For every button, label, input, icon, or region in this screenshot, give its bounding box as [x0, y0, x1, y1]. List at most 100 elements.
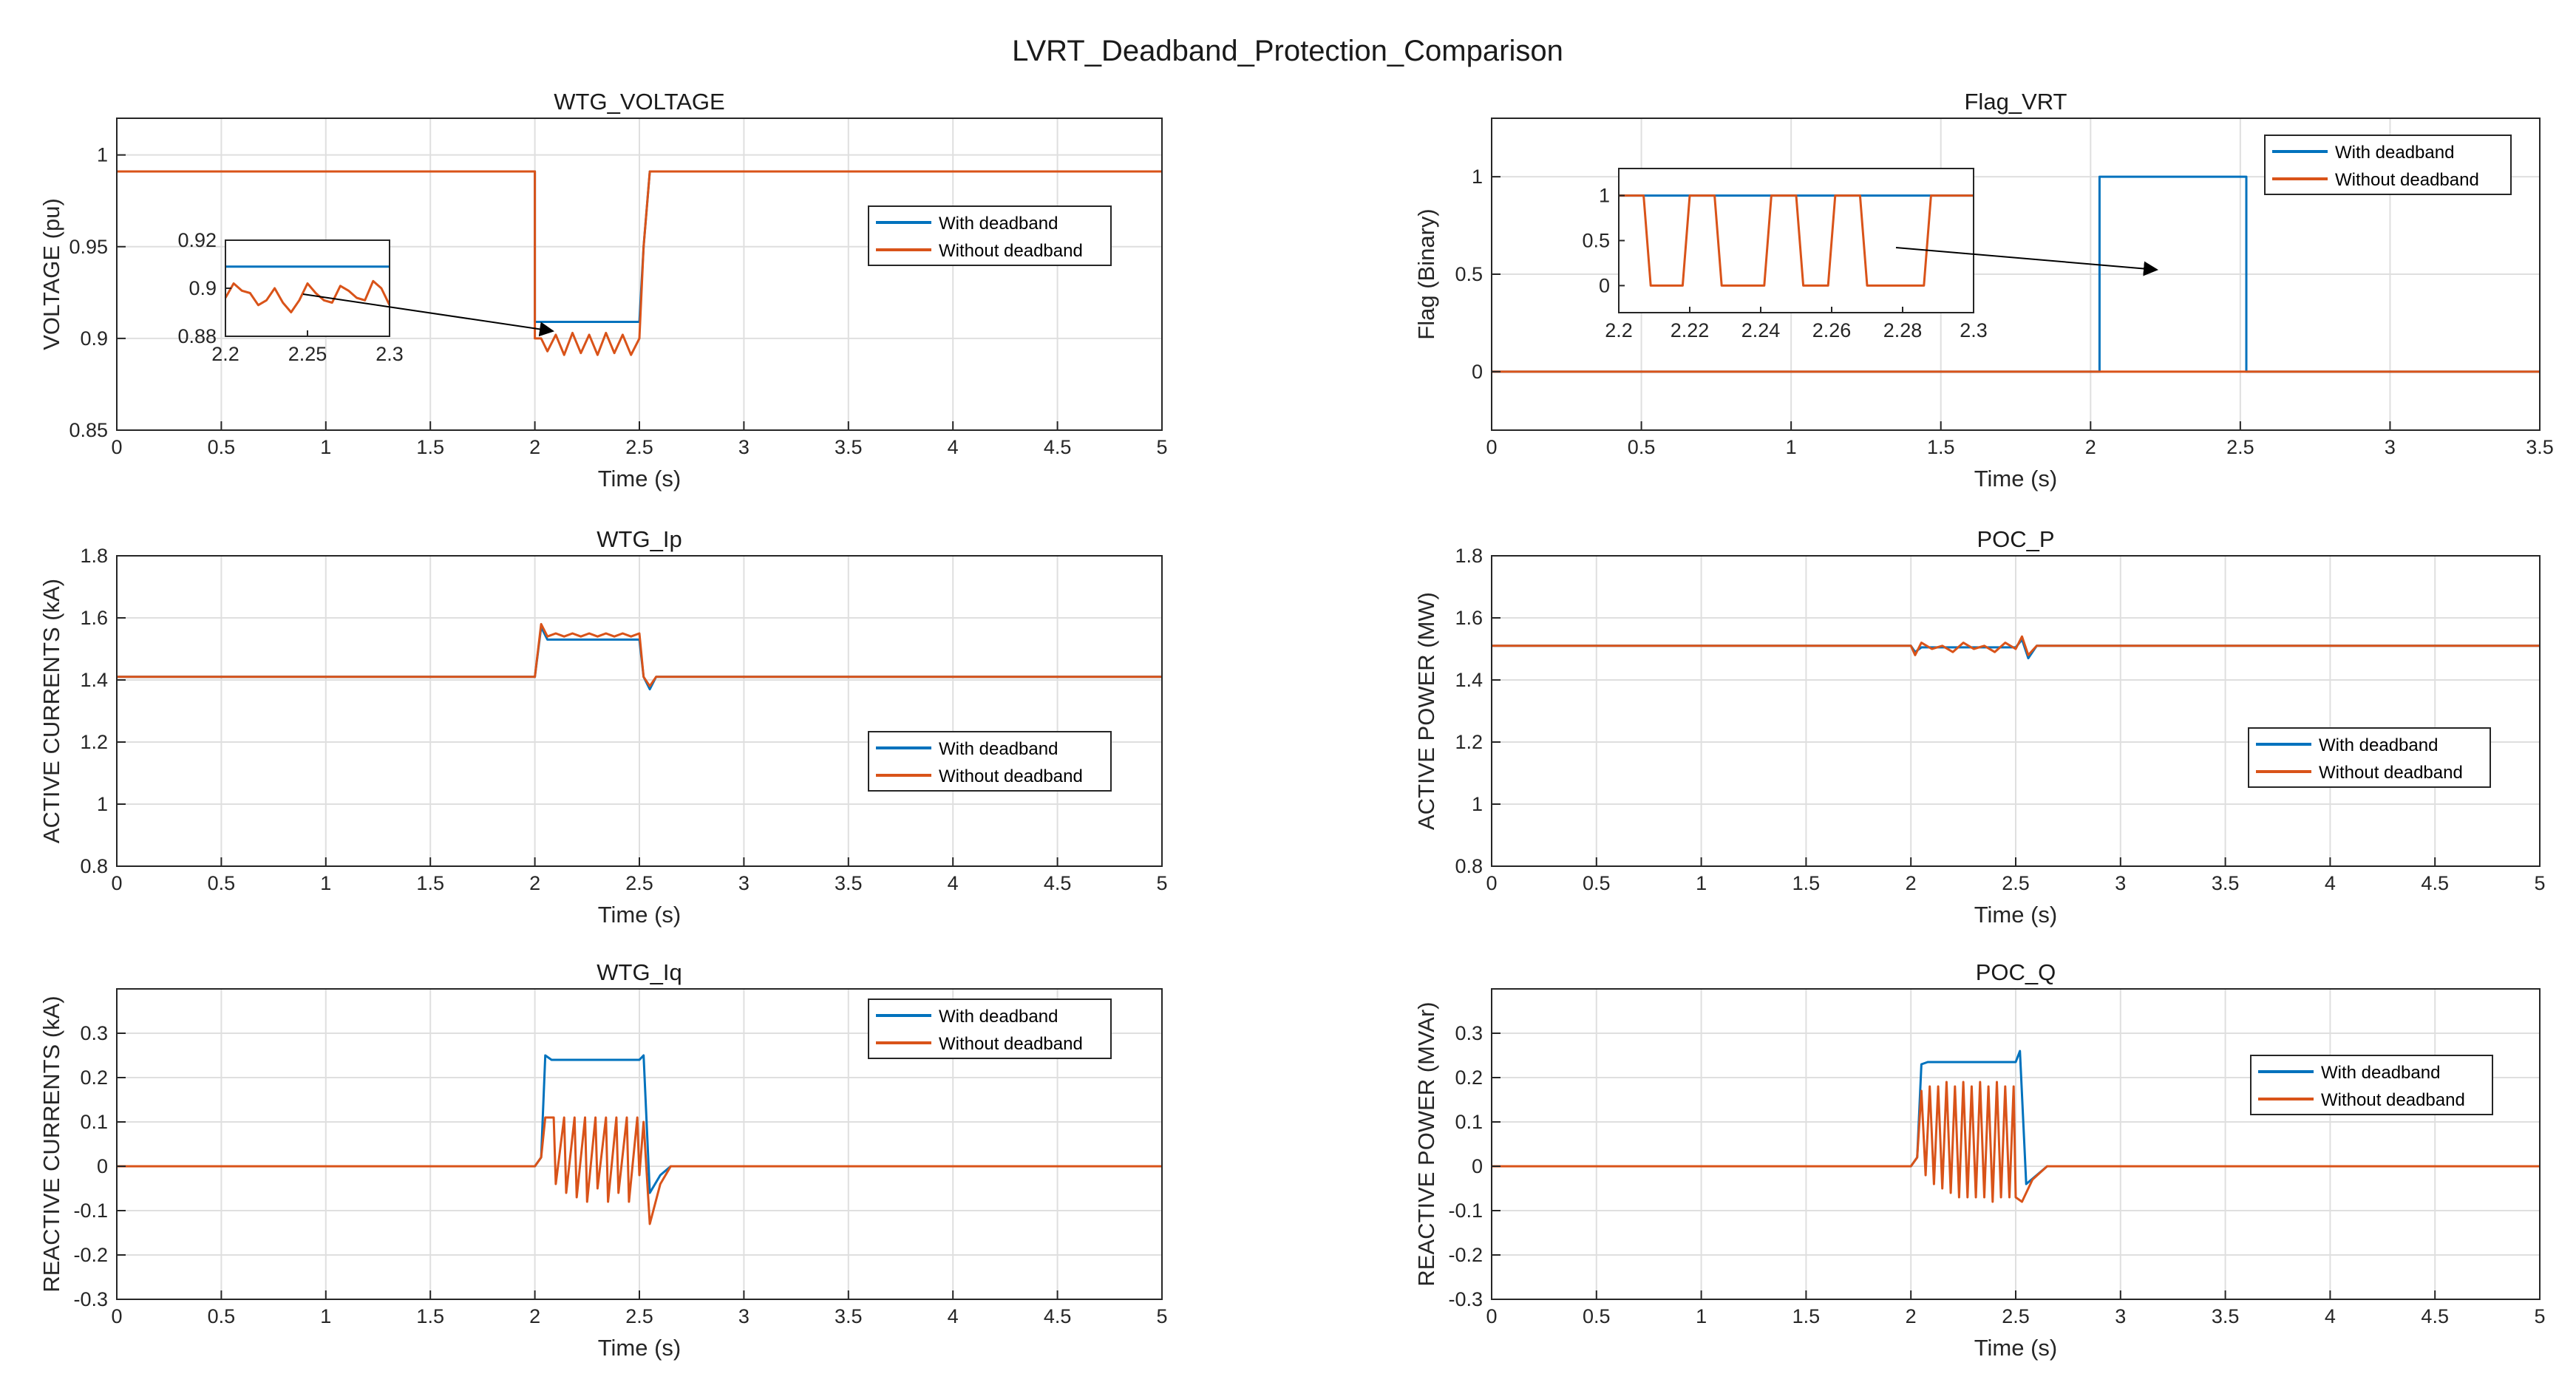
x-tick-label: 1 [1786, 436, 1797, 458]
x-tick-label: 1 [1696, 872, 1707, 894]
x-tick-label: 2.5 [625, 1305, 653, 1327]
x-tick-label: 1 [320, 436, 331, 458]
x-tick-label: 4 [948, 872, 959, 894]
legend-label: With deadband [939, 214, 1058, 234]
x-tick-label: 2.5 [2002, 1305, 2030, 1327]
x-tick-label: 4.5 [2421, 872, 2449, 894]
y-axis-label: REACTIVE POWER (MVAr) [1413, 1001, 1439, 1286]
y-tick-label: -0.2 [1448, 1244, 1483, 1266]
y-tick-label: 1.2 [80, 731, 108, 753]
legend-label: With deadband [939, 1007, 1058, 1027]
chart-panel-1: 0 0.5 1 1.5 2 2.5 3 3.5 4 4.5 5 0.85 0.9 0.95 1 WTG_VOL… [38, 89, 1168, 491]
inset-x-tick-label: 2.24 [1741, 319, 1781, 341]
x-tick-label: 2.5 [625, 436, 653, 458]
inset-x-tick-label: 2.3 [1960, 319, 1988, 341]
legend-label: With deadband [939, 739, 1058, 759]
y-tick-label: -0.3 [1448, 1288, 1483, 1310]
y-tick-label: 0.8 [1455, 855, 1483, 877]
legend-label: Without deadband [2319, 763, 2463, 783]
y-tick-label: 0 [1472, 361, 1483, 383]
x-tick-label: 0 [1486, 1305, 1497, 1327]
x-tick-label: 4 [948, 1305, 959, 1327]
y-tick-label: 0.2 [80, 1066, 108, 1089]
x-tick-label: 3 [738, 1305, 750, 1327]
legend-box [2250, 1055, 2493, 1115]
y-tick-label: -0.1 [1448, 1200, 1483, 1222]
inset-axes: 2.2 2.25 2.3 0.88 0.9 0.92 [177, 229, 403, 365]
inset-y-tick-label: 0.88 [177, 325, 217, 347]
x-tick-label: 3.5 [835, 1305, 863, 1327]
inset-series-line-without-deadband [1619, 194, 1974, 287]
y-tick-label: -0.3 [73, 1288, 108, 1310]
y-tick-label: 0.85 [69, 419, 108, 441]
y-axis-label: ACTIVE CURRENTS (kA) [38, 579, 64, 843]
inset-y-tick-label: 0.5 [1582, 230, 1610, 252]
x-axis-label: Time (s) [598, 466, 682, 491]
x-tick-label: 1 [320, 872, 331, 894]
y-axis-label: VOLTAGE (pu) [38, 198, 64, 350]
panel-title: WTG_Ip [597, 526, 682, 552]
x-tick-label: 3 [2385, 436, 2396, 458]
x-tick-label: 0.5 [208, 1305, 236, 1327]
y-tick-label: 0.1 [80, 1111, 108, 1133]
inset-axes: 2.2 2.22 2.24 2.26 2.28 2.3 0 0.5 1 [1582, 168, 1988, 341]
inset-y-tick-label: 0.9 [188, 277, 217, 299]
x-tick-label: 0.5 [208, 872, 236, 894]
y-tick-label: 0.8 [80, 855, 108, 877]
x-tick-label: 1.5 [416, 1305, 444, 1327]
y-tick-label: 0.9 [80, 327, 108, 350]
x-tick-label: 1 [320, 1305, 331, 1327]
y-tick-label: 1.6 [80, 607, 108, 629]
x-tick-label: 5 [2534, 872, 2545, 894]
y-axis-label: REACTIVE CURRENTS (kA) [38, 996, 64, 1292]
inset-plot-area [1619, 169, 1974, 313]
inset-y-tick-label: 0 [1599, 274, 1610, 296]
panel-title: POC_P [1977, 526, 2054, 552]
x-tick-label: 3 [2115, 1305, 2126, 1327]
series-line-without-deadband [117, 170, 1162, 356]
y-tick-label: 0.1 [1455, 1111, 1483, 1133]
x-tick-label: 0.5 [1628, 436, 1656, 458]
x-axis-label: Time (s) [598, 902, 682, 928]
chart-panel-3: 0 0.5 1 1.5 2 2.5 3 3.5 4 4.5 5 0.8 1 1.2 1.4 1.6 1.8 WTG… [38, 526, 1168, 928]
x-tick-label: 0 [111, 872, 122, 894]
x-tick-label: 3 [738, 436, 750, 458]
inset-y-tick-label: 1 [1599, 185, 1610, 207]
zoom-arrow [1895, 247, 2158, 276]
x-tick-label: 3.5 [835, 872, 863, 894]
inset-x-tick-label: 2.22 [1671, 319, 1710, 341]
x-tick-label: 0 [111, 1305, 122, 1327]
x-axis-label: Time (s) [1974, 902, 2058, 928]
y-tick-label: 0.95 [69, 236, 108, 258]
x-tick-label: 0.5 [1583, 1305, 1611, 1327]
panel-title: WTG_VOLTAGE [554, 89, 724, 115]
y-tick-label: 1 [1472, 166, 1483, 188]
x-tick-label: 2 [1906, 872, 1917, 894]
inset-x-tick-label: 2.28 [1883, 319, 1923, 341]
x-tick-label: 1 [1696, 1305, 1707, 1327]
legend-label: Without deadband [2335, 170, 2479, 190]
inset-x-tick-label: 2.25 [288, 343, 327, 365]
x-axis-label: Time (s) [1974, 1335, 2058, 1361]
panel-title: Flag_VRT [1965, 89, 2067, 115]
x-tick-label: 1.5 [1792, 872, 1821, 894]
y-tick-label: 1 [97, 144, 108, 166]
x-tick-label: 2.5 [2226, 436, 2254, 458]
y-tick-label: 1.6 [1455, 607, 1483, 629]
x-tick-label: 0 [1486, 436, 1497, 458]
y-tick-label: 0.3 [80, 1022, 108, 1044]
y-tick-label: 0 [1472, 1155, 1483, 1177]
y-tick-label: 1 [1472, 793, 1483, 815]
y-tick-label: 1.8 [1455, 545, 1483, 567]
figure-title: LVRT_Deadband_Protection_Comparison [1012, 35, 1563, 67]
x-tick-label: 0.5 [1583, 872, 1611, 894]
x-tick-label: 4 [948, 436, 959, 458]
x-tick-label: 3.5 [2212, 872, 2240, 894]
x-tick-label: 3 [738, 872, 750, 894]
x-axis-label: Time (s) [598, 1335, 682, 1361]
legend-box [868, 205, 1112, 266]
x-tick-label: 0 [1486, 872, 1497, 894]
x-tick-label: 3.5 [2212, 1305, 2240, 1327]
panel-title: WTG_Iq [597, 959, 682, 985]
